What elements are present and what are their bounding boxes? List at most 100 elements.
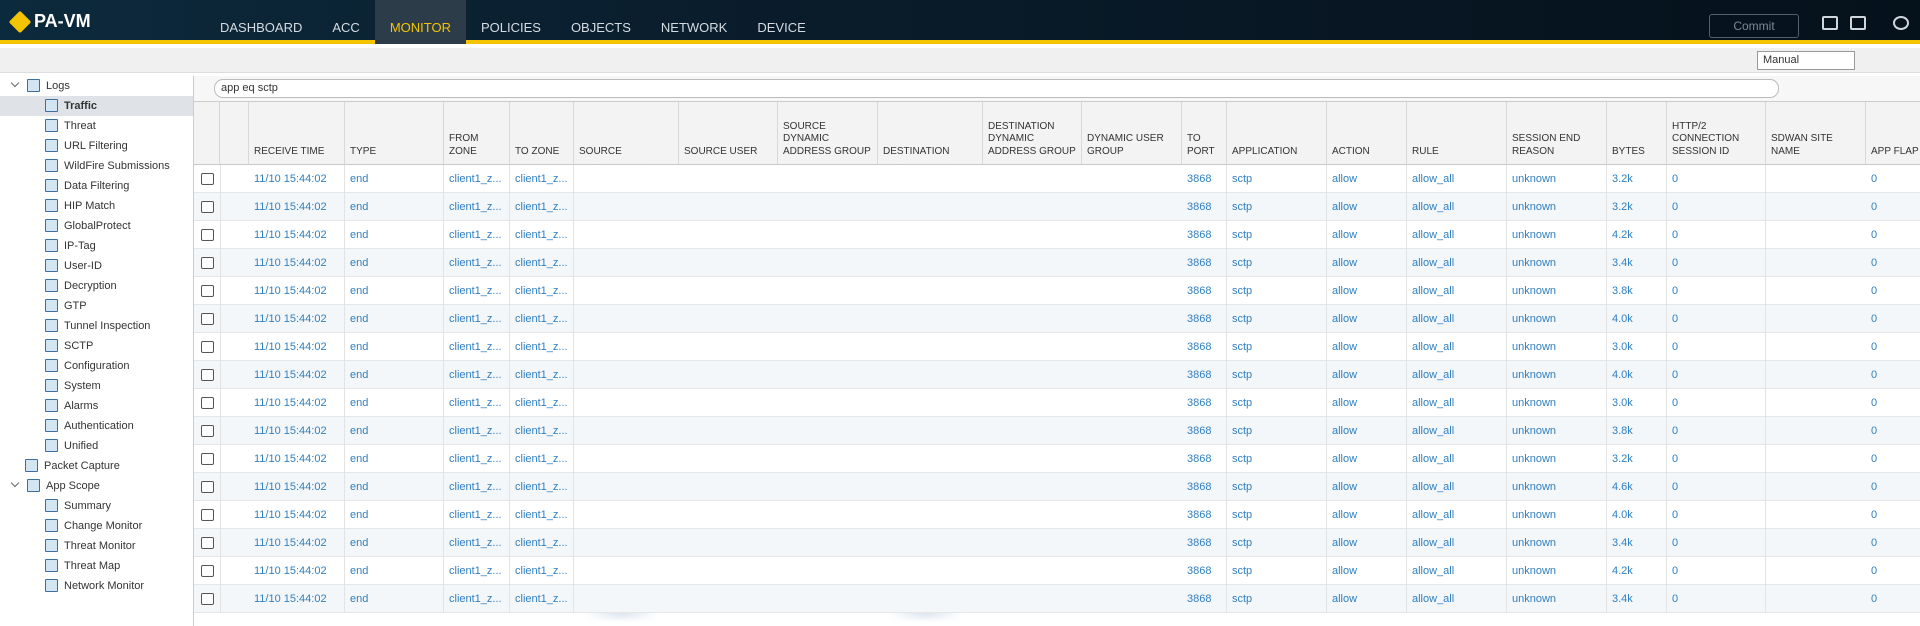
commit-button[interactable]: Commit: [1709, 14, 1799, 38]
table-cell[interactable]: 11/10 15:44:02: [249, 389, 345, 417]
column-header[interactable]: RECEIVE TIME: [249, 102, 345, 165]
table-cell[interactable]: client1_z...: [510, 389, 574, 417]
sidebar-item[interactable]: HIP Match: [0, 196, 193, 216]
sidebar-item[interactable]: Alarms: [0, 396, 193, 416]
table-cell[interactable]: client1_z...: [510, 249, 574, 277]
table-cell[interactable]: client1_z...: [444, 277, 510, 305]
row-detail-icon[interactable]: [201, 593, 214, 605]
table-cell[interactable]: 0: [1667, 417, 1766, 445]
table-cell[interactable]: 0: [1667, 305, 1766, 333]
table-cell[interactable]: client1_z...: [510, 361, 574, 389]
table-cell[interactable]: 11/10 15:44:02: [249, 249, 345, 277]
row-detail-icon[interactable]: [201, 453, 214, 465]
table-cell[interactable]: 11/10 15:44:02: [249, 277, 345, 305]
sidebar-item[interactable]: Traffic: [0, 96, 193, 116]
table-cell[interactable]: allow_all: [1407, 361, 1507, 389]
table-cell[interactable]: allow_all: [1407, 417, 1507, 445]
table-cell[interactable]: unknown: [1507, 277, 1607, 305]
sidebar-item[interactable]: Authentication: [0, 416, 193, 436]
column-header[interactable]: SOURCE DYNAMIC ADDRESS GROUP: [778, 102, 878, 165]
table-cell[interactable]: 3868: [1182, 417, 1227, 445]
table-cell[interactable]: 0: [1667, 277, 1766, 305]
table-cell[interactable]: 11/10 15:44:02: [249, 445, 345, 473]
table-cell[interactable]: 4.0k: [1607, 501, 1667, 529]
table-cell[interactable]: end: [345, 445, 444, 473]
sidebar-item[interactable]: WildFire Submissions: [0, 156, 193, 176]
table-cell[interactable]: end: [345, 221, 444, 249]
table-cell[interactable]: allow: [1327, 445, 1407, 473]
table-cell[interactable]: client1_z...: [510, 585, 574, 613]
table-cell[interactable]: 4.0k: [1607, 305, 1667, 333]
table-cell[interactable]: 0: [1667, 249, 1766, 277]
row-detail-icon[interactable]: [201, 229, 214, 241]
column-header[interactable]: ACTION: [1327, 102, 1407, 165]
table-cell[interactable]: allow_all: [1407, 557, 1507, 585]
sidebar-item[interactable]: Packet Capture: [0, 456, 193, 476]
row-detail-icon[interactable]: [201, 565, 214, 577]
sidebar-item[interactable]: URL Filtering: [0, 136, 193, 156]
table-cell[interactable]: 3868: [1182, 473, 1227, 501]
table-cell[interactable]: client1_z...: [510, 417, 574, 445]
table-cell[interactable]: sctp: [1227, 501, 1327, 529]
table-cell[interactable]: end: [345, 389, 444, 417]
filter-input[interactable]: app eq sctp: [214, 79, 1779, 98]
table-cell[interactable]: sctp: [1227, 277, 1327, 305]
table-cell[interactable]: 3.8k: [1607, 417, 1667, 445]
table-cell[interactable]: unknown: [1507, 221, 1607, 249]
table-cell[interactable]: allow_all: [1407, 501, 1507, 529]
column-header[interactable]: SOURCE: [574, 102, 679, 165]
row-detail-icon[interactable]: [201, 257, 214, 269]
table-cell[interactable]: allow_all: [1407, 389, 1507, 417]
table-cell[interactable]: client1_z...: [510, 501, 574, 529]
table-cell[interactable]: 3868: [1182, 277, 1227, 305]
table-cell[interactable]: 0: [1866, 389, 1920, 417]
column-header[interactable]: RULE: [1407, 102, 1507, 165]
column-header[interactable]: DESTINATION: [878, 102, 983, 165]
table-cell[interactable]: 0: [1667, 221, 1766, 249]
table-cell[interactable]: 3.4k: [1607, 529, 1667, 557]
table-cell[interactable]: 0: [1866, 529, 1920, 557]
table-cell[interactable]: unknown: [1507, 445, 1607, 473]
table-cell[interactable]: 11/10 15:44:02: [249, 417, 345, 445]
sidebar-item[interactable]: GTP: [0, 296, 193, 316]
column-header[interactable]: TO PORT: [1182, 102, 1227, 165]
table-cell[interactable]: allow: [1327, 529, 1407, 557]
table-cell[interactable]: unknown: [1507, 557, 1607, 585]
column-header[interactable]: APPLICATION: [1227, 102, 1327, 165]
table-cell[interactable]: end: [345, 529, 444, 557]
table-cell[interactable]: 0: [1866, 221, 1920, 249]
table-cell[interactable]: 3.0k: [1607, 389, 1667, 417]
row-detail-icon[interactable]: [201, 425, 214, 437]
table-cell[interactable]: 0: [1866, 249, 1920, 277]
table-cell[interactable]: 0: [1667, 473, 1766, 501]
table-cell[interactable]: allow: [1327, 165, 1407, 193]
table-cell[interactable]: 3868: [1182, 221, 1227, 249]
table-cell[interactable]: 0: [1866, 277, 1920, 305]
table-cell[interactable]: 3.2k: [1607, 165, 1667, 193]
table-cell[interactable]: client1_z...: [510, 165, 574, 193]
row-detail-icon[interactable]: [201, 313, 214, 325]
row-detail-icon[interactable]: [201, 397, 214, 409]
table-cell[interactable]: 0: [1866, 473, 1920, 501]
sidebar-item[interactable]: Data Filtering: [0, 176, 193, 196]
row-detail-icon[interactable]: [201, 369, 214, 381]
sidebar-item[interactable]: Threat Map: [0, 556, 193, 576]
table-cell[interactable]: allow_all: [1407, 193, 1507, 221]
table-cell[interactable]: sctp: [1227, 557, 1327, 585]
nav-tab[interactable]: OBJECTS: [570, 20, 631, 35]
table-cell[interactable]: 0: [1667, 361, 1766, 389]
table-cell[interactable]: sctp: [1227, 333, 1327, 361]
table-cell[interactable]: unknown: [1507, 389, 1607, 417]
column-header[interactable]: FROM ZONE: [444, 102, 510, 165]
table-cell[interactable]: allow_all: [1407, 473, 1507, 501]
nav-tab[interactable]: ACC: [332, 20, 360, 35]
table-cell[interactable]: 3868: [1182, 165, 1227, 193]
table-cell[interactable]: client1_z...: [444, 417, 510, 445]
table-cell[interactable]: 0: [1667, 165, 1766, 193]
table-cell[interactable]: sctp: [1227, 529, 1327, 557]
table-cell[interactable]: client1_z...: [510, 221, 574, 249]
table-cell[interactable]: sctp: [1227, 249, 1327, 277]
table-cell[interactable]: sctp: [1227, 221, 1327, 249]
expand-arrow[interactable]: [10, 78, 20, 88]
table-cell[interactable]: 0: [1667, 389, 1766, 417]
